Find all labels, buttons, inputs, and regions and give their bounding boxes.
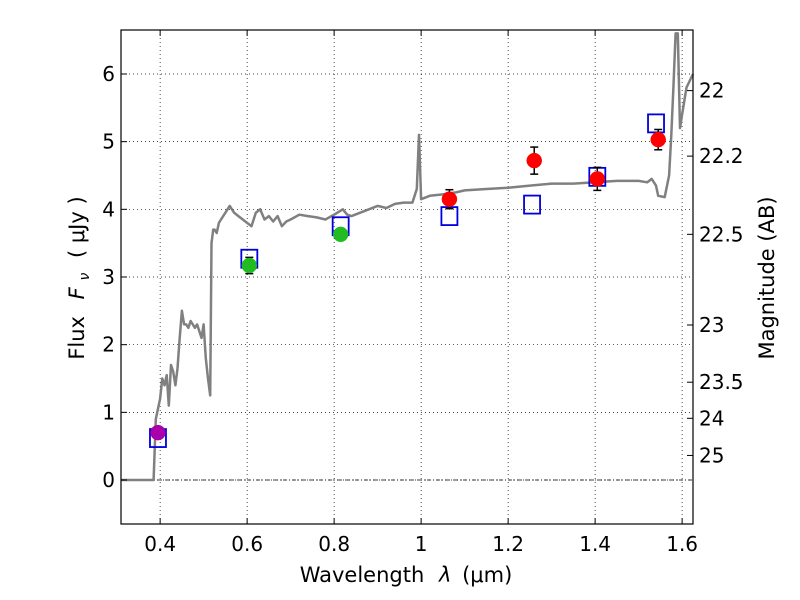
grid — [121, 30, 693, 524]
y2-tick-label: 22.5 — [699, 222, 744, 246]
y2-tick-label: 23.5 — [699, 370, 744, 394]
y2-tick-label: 22 — [699, 79, 724, 103]
y2-tick-label: 23 — [699, 313, 724, 337]
observed-point — [241, 257, 258, 274]
observed-point — [650, 131, 666, 148]
x-tick-label: 1.6 — [666, 532, 698, 556]
observed-point — [526, 152, 542, 169]
x-tick-label: 1.2 — [492, 532, 524, 556]
y-tick-label: 1 — [102, 400, 115, 424]
observed-point — [589, 171, 606, 187]
plot-area — [121, 32, 695, 482]
y2-tick-label: 22.2 — [699, 144, 744, 168]
y2-axis-label: Magnitude (AB) — [755, 196, 779, 359]
observed-points — [150, 128, 666, 441]
y-tick-label: 2 — [102, 333, 115, 357]
model-spectrum-line — [121, 32, 695, 482]
y2-tick-label: 25 — [699, 443, 724, 467]
observed-point — [332, 226, 349, 243]
y2-axis-ticks: 22 22.2 22.5 23 23.5 24 25 — [687, 79, 744, 467]
x-axis-label: Wavelength λ (μm) — [300, 563, 513, 587]
y-tick-label: 3 — [102, 265, 115, 289]
y-axis-ticks: 0 1 2 3 4 5 6 — [102, 62, 127, 492]
y-tick-label: 5 — [102, 130, 115, 154]
y-axis-label: Flux F ν ( μJy ) — [65, 196, 94, 359]
x-tick-label: 0.4 — [144, 532, 176, 556]
y2-tick-label: 24 — [699, 406, 724, 430]
x-tick-label: 0.6 — [231, 532, 263, 556]
template-points — [149, 113, 665, 448]
template-square — [523, 194, 541, 215]
observed-point — [441, 191, 458, 207]
template-square — [440, 206, 459, 226]
axes-frame — [120, 29, 694, 525]
y-tick-label: 0 — [102, 468, 115, 492]
observed-point — [150, 424, 166, 441]
x-tick-label: 0.8 — [318, 532, 350, 556]
y-tick-label: 6 — [102, 62, 115, 86]
y-tick-label: 4 — [102, 197, 115, 221]
x-axis-ticks: 0.4 0.6 0.8 1 1.2 1.4 1.6 — [144, 30, 698, 556]
x-tick-label: 1.4 — [579, 532, 611, 556]
x-tick-label: 1 — [415, 532, 428, 556]
